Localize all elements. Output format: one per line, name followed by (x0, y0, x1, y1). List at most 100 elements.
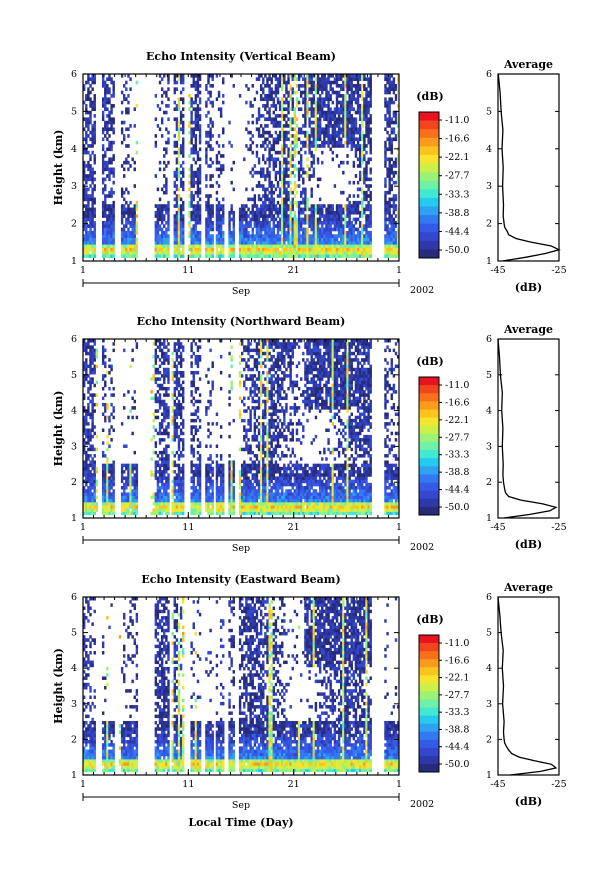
heatmap-cell (299, 174, 303, 178)
heatmap-cell (87, 402, 90, 407)
heatmap-cell (165, 187, 168, 192)
heatmap-cell (354, 117, 358, 122)
heatmap-cell (251, 240, 254, 245)
heatmap-cell (198, 137, 202, 142)
heatmap-cell (255, 237, 259, 242)
heatmap-cell (289, 220, 292, 225)
heatmap-cell (160, 454, 164, 458)
heatmap-cell (323, 214, 326, 218)
heatmap-cell (247, 214, 250, 218)
heatmap-cell (388, 247, 391, 252)
heatmap-cell (85, 463, 88, 468)
heatmap-cell (302, 190, 305, 195)
heatmap-cell (112, 409, 115, 413)
heatmap-cell (163, 489, 166, 493)
heatmap-cell (243, 224, 246, 228)
heatmap-cell (358, 210, 362, 215)
heatmap-cell (346, 250, 349, 255)
heatmap-cell (182, 214, 185, 218)
heatmap-cell (120, 220, 124, 225)
heatmap-cell (133, 227, 136, 232)
heatmap-cell (179, 345, 183, 349)
heatmap-cell (281, 160, 284, 165)
heatmap-cell (314, 124, 318, 128)
heatmap-cell (106, 127, 109, 132)
heatmap-cell (93, 200, 96, 205)
heatmap-cell (179, 479, 183, 484)
heatmap-cell (310, 100, 313, 105)
heatmap-cell (163, 147, 166, 152)
heatmap-cell (384, 150, 387, 155)
heatmap-cell (293, 230, 297, 235)
heatmap-cell (310, 97, 313, 102)
heatmap-cell (350, 227, 353, 232)
heatmap-cell (207, 164, 210, 168)
heatmap-cell (83, 247, 86, 252)
heatmap-cell (327, 237, 330, 242)
heatmap-cell (179, 415, 183, 420)
heatmap-cell (129, 495, 132, 500)
heatmap-cell (160, 438, 164, 442)
heatmap-cell (312, 254, 316, 258)
heatmap-cell (171, 393, 174, 397)
heatmap-cell (217, 214, 221, 218)
heatmap-cell (163, 367, 166, 372)
heatmap-cell (274, 104, 278, 108)
heatmap-cell (268, 160, 271, 165)
heatmap-cell (289, 120, 292, 125)
heatmap-cell (135, 244, 139, 248)
heatmap-cell (85, 250, 88, 255)
heatmap-cell (390, 80, 393, 85)
heatmap-cell (394, 194, 398, 198)
heatmap-cell (104, 479, 107, 484)
heatmap-cell (247, 220, 250, 225)
heatmap-cell (222, 197, 225, 202)
heatmap-cell (299, 237, 303, 242)
heatmap-cell (390, 224, 393, 228)
heatmap-cell (198, 210, 202, 215)
heatmap-cell (352, 164, 356, 168)
heatmap-cell (87, 210, 90, 215)
heatmap-cell (110, 224, 113, 228)
heatmap-cell (158, 428, 162, 432)
heatmap-cell (274, 250, 278, 255)
heatmap-cell (289, 84, 292, 88)
colorbar-tick-label: -44.4 (445, 226, 469, 237)
heatmap-cell (125, 250, 128, 255)
heatmap-cell (297, 240, 301, 245)
heatmap-cell (266, 250, 269, 255)
heatmap-cell (123, 489, 126, 493)
heatmap-cell (278, 167, 282, 172)
heatmap-cell (327, 124, 330, 128)
heatmap-cell (316, 240, 320, 245)
heatmap-cell (127, 107, 130, 112)
heatmap-cell (179, 184, 183, 188)
heatmap-cell (167, 227, 170, 232)
heatmap-cell (125, 486, 128, 490)
heatmap-cell (365, 94, 368, 98)
heatmap-cell (272, 197, 276, 202)
heatmap-cell (179, 117, 183, 122)
heatmap-cell (310, 164, 313, 168)
heatmap-cell (310, 127, 313, 132)
heatmap-cell (361, 224, 364, 228)
heatmap-cell (304, 120, 307, 125)
heatmap-cell (344, 114, 347, 118)
heatmap-cell (165, 508, 168, 512)
heatmap-cell (91, 87, 94, 91)
heatmap-cell (175, 412, 179, 417)
heatmap-cell (83, 431, 86, 436)
heatmap-cell (257, 220, 261, 225)
heatmap-cell (93, 240, 96, 245)
heatmap-cell (262, 237, 265, 242)
heatmap-cell (340, 227, 343, 232)
heatmap-cell (287, 174, 290, 178)
heatmap-cell (312, 127, 316, 132)
heatmap-cell (171, 396, 174, 401)
heatmap-cell (348, 87, 351, 91)
heatmap-cell (268, 107, 271, 112)
heatmap-cell (87, 150, 90, 155)
heatmap-cell (392, 160, 396, 165)
heatmap-cell (196, 120, 200, 125)
heatmap-cell (335, 110, 339, 115)
